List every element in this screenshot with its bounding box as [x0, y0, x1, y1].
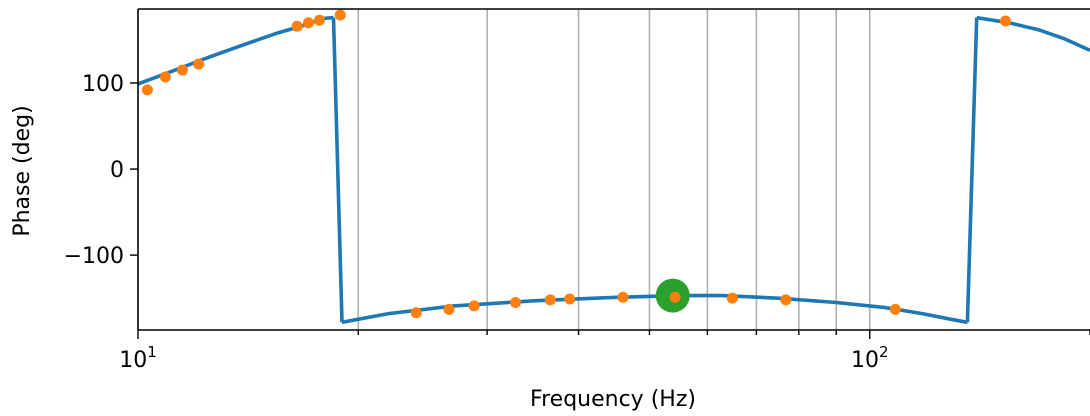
data-point — [889, 303, 901, 315]
y-axis-label: Phase (deg) — [10, 105, 35, 236]
data-point — [780, 294, 792, 306]
data-point — [564, 293, 576, 305]
y-tick-label: −100 — [64, 244, 124, 269]
data-point — [726, 292, 738, 304]
data-point — [141, 84, 153, 96]
data-point — [291, 20, 303, 32]
data-point — [509, 296, 521, 308]
grid — [357, 9, 871, 330]
x-axis-label: Frequency (Hz) — [530, 387, 696, 412]
data-point — [544, 294, 556, 306]
data-point — [410, 307, 422, 319]
data-point — [313, 14, 325, 26]
data-point — [302, 17, 314, 29]
data-point — [468, 300, 480, 312]
x-tick-label: 102 — [851, 343, 889, 373]
phase-line-segment — [965, 17, 979, 323]
plot-area — [138, 9, 1090, 325]
data-point — [443, 303, 455, 315]
data-point — [193, 58, 205, 70]
x-tick-label: 101 — [119, 343, 157, 373]
phase-line-segment — [976, 15, 1090, 52]
data-point — [176, 64, 188, 76]
y-tick-label: 0 — [110, 158, 124, 183]
ticks: 100 0 −100 101 102 — [64, 72, 1090, 373]
data-point — [334, 9, 346, 21]
data-point — [999, 15, 1011, 27]
data-point — [669, 291, 681, 303]
y-tick-label: 100 — [82, 72, 124, 97]
phase-line-segment — [341, 293, 968, 325]
data-point — [159, 71, 171, 83]
phase-line-segment — [331, 17, 344, 323]
axes — [137, 8, 1090, 331]
data-point — [617, 291, 629, 303]
